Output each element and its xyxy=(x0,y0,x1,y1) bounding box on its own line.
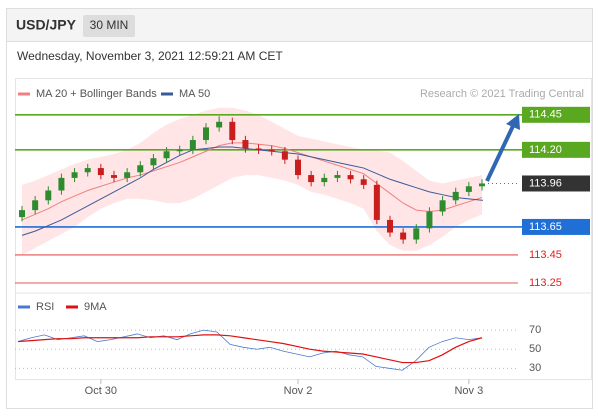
candle-body xyxy=(189,140,196,150)
level-box xyxy=(522,175,590,192)
y-tick-label: 70 xyxy=(529,324,541,336)
candle-body xyxy=(229,121,236,141)
candle-body xyxy=(373,184,380,220)
candle-body xyxy=(124,172,131,178)
frame xyxy=(6,8,593,409)
candle-body xyxy=(255,148,262,150)
candle-body xyxy=(334,175,341,178)
level-label: 113.65 xyxy=(529,221,562,233)
candle-body xyxy=(176,149,183,152)
plot-frame xyxy=(15,78,592,380)
candle-body xyxy=(58,177,65,191)
level-box xyxy=(522,218,590,235)
level-label: 113.25 xyxy=(529,277,562,289)
symbol: USD/JPY xyxy=(16,17,77,33)
legend-label: RSI xyxy=(36,301,54,313)
interval-box[interactable] xyxy=(83,15,135,37)
candle-body xyxy=(203,127,209,141)
candle-body xyxy=(32,200,39,211)
level-label: 113.96 xyxy=(529,177,562,189)
legend-label: MA 50 xyxy=(179,88,210,100)
legend-label: MA 20 + Bollinger Bands xyxy=(36,88,157,100)
candle-body xyxy=(439,200,446,212)
candle-body xyxy=(452,191,459,201)
candle-body xyxy=(321,177,328,183)
candle-body xyxy=(19,210,25,218)
candle-body xyxy=(150,158,157,166)
candle-body xyxy=(426,211,433,229)
level-label: 114.20 xyxy=(529,144,562,156)
candle-body xyxy=(295,159,301,176)
interval[interactable]: 30 MIN xyxy=(90,18,129,32)
candle-body xyxy=(45,190,52,201)
forecast-arrow-head xyxy=(506,114,520,130)
candle-body xyxy=(268,149,275,152)
y-tick-label: 30 xyxy=(529,362,541,374)
candle-body xyxy=(281,151,288,160)
x-tick-label: Nov 3 xyxy=(454,385,483,397)
candle-body xyxy=(308,175,315,183)
level-box xyxy=(522,141,590,158)
candle-body xyxy=(137,165,144,173)
y-tick-label: 50 xyxy=(529,343,541,355)
candle-body xyxy=(84,168,91,173)
indicator-line xyxy=(17,334,483,364)
ma20-line xyxy=(21,142,483,221)
candle-body xyxy=(413,228,420,240)
level-label: 113.45 xyxy=(529,249,562,261)
candle-body xyxy=(71,172,78,178)
candle-body xyxy=(216,121,223,128)
candle-body xyxy=(97,168,104,176)
candle-body xyxy=(360,179,367,185)
x-tick-label: Oct 30 xyxy=(85,385,117,397)
datetime: Wednesday, November 3, 2021 12:59:21 AM … xyxy=(17,49,283,63)
candle-body xyxy=(387,219,393,233)
indicator-line xyxy=(17,329,483,371)
candle-body xyxy=(163,151,170,159)
candle-body xyxy=(347,175,354,180)
level-label: 114.45 xyxy=(529,109,562,121)
candle-body xyxy=(465,186,472,192)
x-tick-label: Nov 2 xyxy=(284,385,313,397)
candle-body xyxy=(400,232,407,240)
candle-body xyxy=(479,183,485,187)
candle-body xyxy=(111,175,117,178)
candle-body xyxy=(242,140,249,149)
legend-label: 9MA xyxy=(84,301,107,313)
level-box xyxy=(522,106,590,123)
credit: Research © 2021 Trading Central xyxy=(420,88,584,100)
forecast-arrow xyxy=(485,125,515,182)
